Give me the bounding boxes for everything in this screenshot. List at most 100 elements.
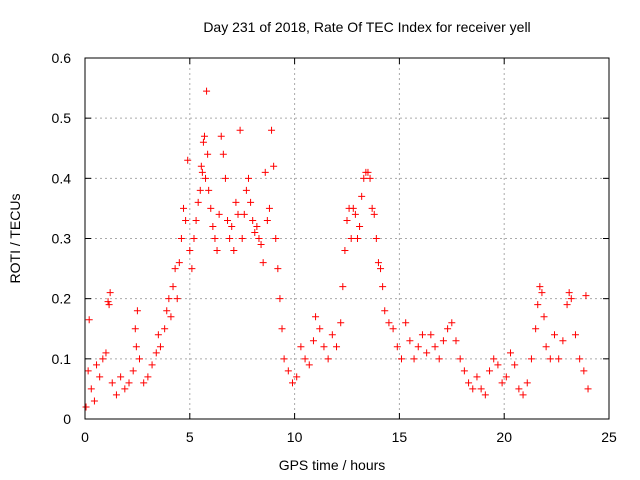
x-tick-label: 20 xyxy=(496,429,512,445)
data-point xyxy=(576,355,584,363)
data-point xyxy=(584,385,592,393)
data-point xyxy=(129,367,137,375)
data-point xyxy=(527,355,535,363)
y-tick-label: 0 xyxy=(63,411,71,427)
y-tick-label: 0.5 xyxy=(52,110,72,126)
data-point xyxy=(249,216,257,224)
data-point xyxy=(272,235,280,242)
data-point xyxy=(167,313,175,321)
data-point xyxy=(132,343,140,351)
data-point xyxy=(320,343,328,351)
data-point xyxy=(469,385,477,393)
data-point xyxy=(226,235,234,242)
data-point xyxy=(397,355,405,363)
data-point xyxy=(381,307,389,315)
data-point xyxy=(242,186,250,194)
data-point xyxy=(519,391,527,399)
data-point xyxy=(228,222,236,230)
data-point xyxy=(377,265,385,273)
data-point xyxy=(498,379,506,387)
data-point xyxy=(213,247,221,255)
axis-ticks: 0 5 10 15 20 25 0 0.1 0.2 0.3 0.4 0.5 0.6 xyxy=(52,50,617,445)
data-point xyxy=(190,235,198,242)
data-point xyxy=(84,367,92,375)
data-point xyxy=(431,343,439,351)
data-point xyxy=(448,319,456,327)
data-point xyxy=(316,325,324,333)
data-point xyxy=(93,361,101,369)
data-point xyxy=(135,355,143,363)
data-point xyxy=(341,247,349,255)
data-point xyxy=(506,349,514,357)
data-point xyxy=(230,247,238,255)
data-point xyxy=(106,289,114,297)
data-point xyxy=(379,283,387,291)
data-point xyxy=(536,283,544,291)
data-point xyxy=(108,379,116,387)
data-point xyxy=(240,210,248,218)
data-point xyxy=(175,259,183,267)
data-point xyxy=(121,385,129,393)
x-tick-label: 15 xyxy=(392,429,408,445)
data-point xyxy=(339,283,347,291)
data-point xyxy=(435,355,443,363)
data-point xyxy=(232,198,240,206)
data-point xyxy=(368,204,376,212)
data-point xyxy=(439,337,447,345)
data-point xyxy=(366,174,374,182)
data-point xyxy=(133,307,141,315)
data-point xyxy=(358,192,366,200)
data-point xyxy=(452,337,460,345)
data-point xyxy=(253,222,261,230)
data-point xyxy=(473,373,481,381)
data-point xyxy=(140,379,148,387)
data-point xyxy=(406,337,414,345)
data-point xyxy=(203,87,211,95)
data-point xyxy=(221,174,229,182)
data-point xyxy=(301,355,309,363)
data-point xyxy=(219,150,227,158)
data-point xyxy=(182,216,190,224)
data-point xyxy=(523,379,531,387)
data-point xyxy=(198,168,206,176)
data-point xyxy=(328,331,336,339)
y-tick-label: 0.4 xyxy=(52,170,72,186)
data-point xyxy=(284,367,292,375)
data-point xyxy=(87,385,95,393)
data-point xyxy=(393,343,401,351)
data-point xyxy=(268,126,276,134)
data-point xyxy=(204,150,212,158)
data-point xyxy=(356,222,364,230)
data-point xyxy=(257,241,265,249)
data-point xyxy=(360,174,368,182)
data-point xyxy=(555,355,563,363)
data-point xyxy=(532,325,540,333)
data-point xyxy=(456,355,464,363)
data-point xyxy=(82,403,90,411)
data-point xyxy=(351,210,359,218)
data-point xyxy=(289,379,297,387)
data-point xyxy=(297,343,305,351)
data-point xyxy=(423,349,431,357)
data-point xyxy=(389,325,397,333)
data-point xyxy=(165,295,173,303)
data-point xyxy=(125,379,133,387)
data-point xyxy=(188,265,196,273)
data-point xyxy=(217,132,225,140)
data-point xyxy=(559,337,567,345)
data-point xyxy=(551,331,559,339)
data-point xyxy=(293,373,301,381)
data-point xyxy=(402,319,410,327)
y-tick-label: 0.6 xyxy=(52,50,72,66)
data-point xyxy=(324,355,332,363)
data-point xyxy=(571,331,579,339)
data-point xyxy=(265,204,273,212)
data-point xyxy=(309,337,317,345)
data-point xyxy=(347,235,355,242)
data-point xyxy=(280,355,288,363)
data-point xyxy=(197,162,205,170)
data-point xyxy=(364,168,372,176)
data-point xyxy=(349,204,357,212)
data-point xyxy=(542,343,550,351)
